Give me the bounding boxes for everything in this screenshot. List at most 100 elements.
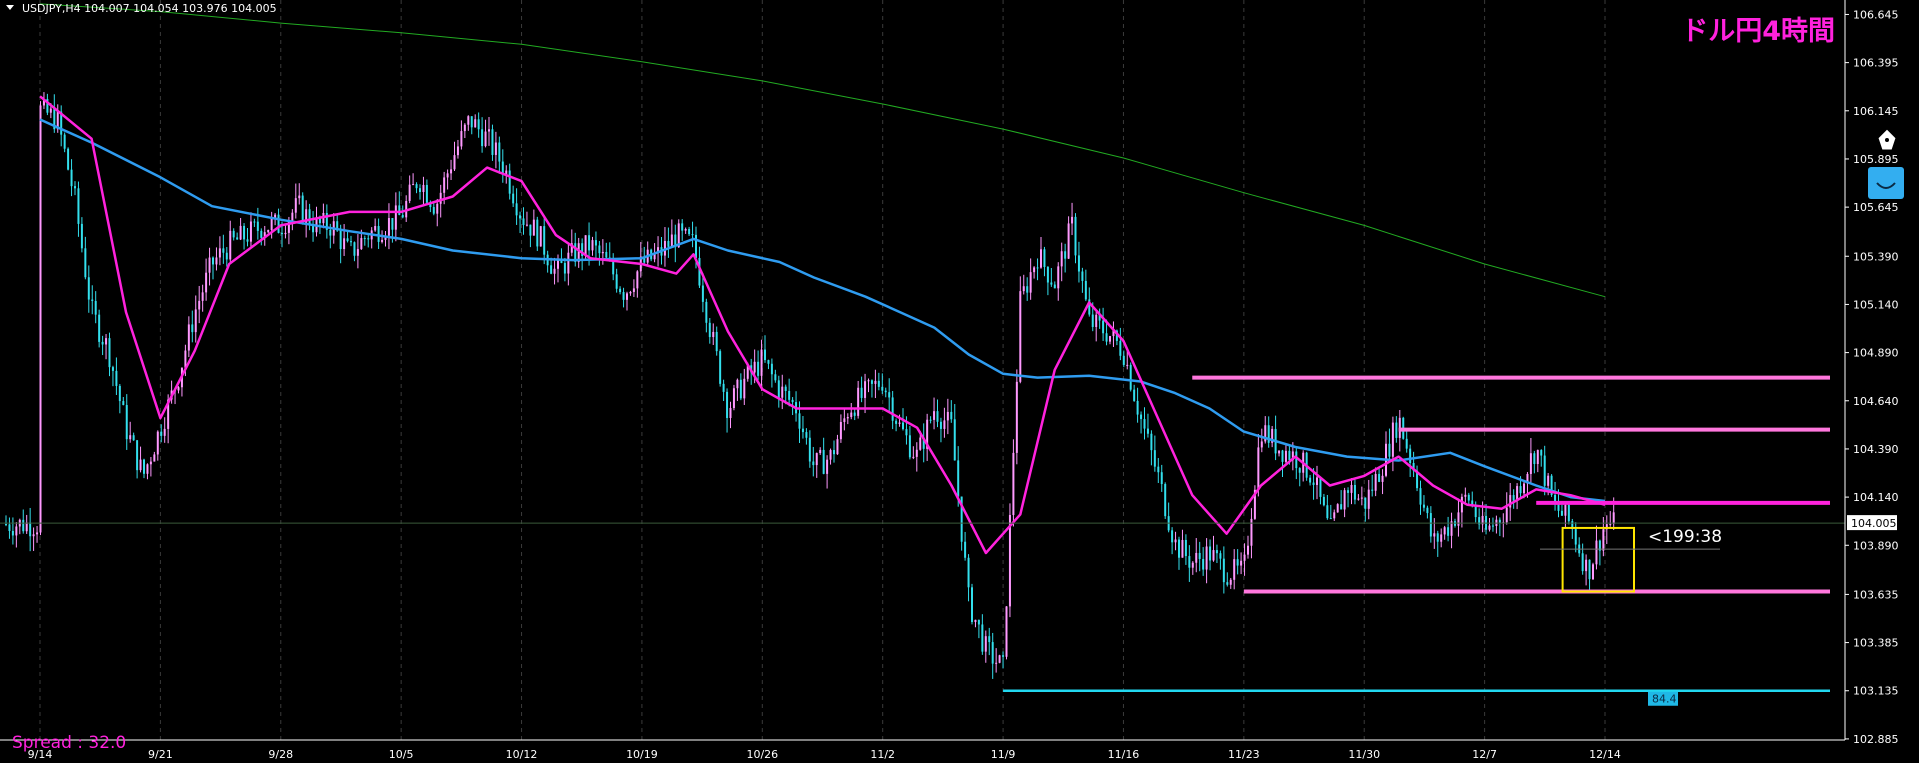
candle-body (1160, 472, 1163, 485)
candle-body (1164, 484, 1167, 517)
candle-body (1592, 564, 1594, 580)
candle-body (1519, 486, 1522, 494)
candle-body (108, 338, 111, 368)
candle-body (77, 188, 80, 224)
candle-body (1312, 482, 1315, 485)
candle-body (387, 218, 390, 236)
candle-body (201, 292, 204, 301)
candle-body (1574, 529, 1577, 545)
candle-body (1326, 505, 1329, 519)
price-tick-label: 104.890 (1853, 347, 1899, 360)
candle-body (1422, 504, 1425, 508)
candle-body (926, 419, 929, 449)
candle-body (1291, 451, 1294, 461)
candle-body (494, 142, 497, 155)
candle-body (1112, 330, 1115, 337)
candle-body (450, 169, 453, 174)
candle-body (1374, 473, 1377, 491)
time-tick-label: 11/9 (991, 748, 1016, 761)
candle-body (1405, 438, 1408, 449)
candle-body (515, 203, 518, 216)
time-tick-label: 10/19 (626, 748, 658, 761)
candle-body (1146, 428, 1149, 434)
candle-body (1488, 525, 1491, 530)
candle-body (636, 271, 639, 289)
candle-body (343, 238, 346, 250)
candle-body (1605, 524, 1608, 530)
candle-body (767, 360, 770, 364)
time-tick-label: 11/23 (1228, 748, 1260, 761)
price-tick-label: 103.635 (1853, 588, 1899, 601)
chevron-down-icon[interactable] (6, 5, 14, 10)
candle-body (1181, 539, 1184, 558)
candle-body (443, 177, 446, 193)
candle-body (477, 119, 480, 130)
price-tick-label: 104.640 (1853, 395, 1899, 408)
candle-body (498, 142, 501, 162)
candle-body (974, 619, 977, 623)
candle-body (550, 265, 553, 274)
symbol-header[interactable]: USDJPY,H4 104.007 104.054 103.976 104.00… (6, 2, 277, 15)
candle-body (115, 370, 118, 386)
candle-body (25, 522, 28, 532)
candle-body (415, 184, 418, 189)
candle-body (291, 212, 294, 221)
candle-body (1071, 216, 1074, 224)
candle-body (1412, 463, 1415, 471)
candle-body (902, 422, 904, 430)
candle-body (1395, 422, 1398, 438)
candle-body (860, 387, 863, 398)
candle-body (929, 419, 932, 421)
candle-body (53, 108, 56, 130)
highlight-box[interactable] (1561, 526, 1635, 593)
candle-body (1547, 475, 1550, 486)
price-tick-label: 103.890 (1853, 539, 1899, 552)
candle-body (829, 450, 832, 460)
candle-body (1581, 553, 1584, 572)
candle-body (1184, 539, 1187, 557)
candle-body (560, 259, 563, 263)
candle-body (995, 662, 998, 664)
candle-body (591, 240, 594, 251)
time-tick-label: 11/2 (870, 748, 895, 761)
candle-body (1533, 453, 1536, 465)
price-tick-label: 105.895 (1853, 153, 1899, 166)
candle-body (298, 195, 301, 199)
candle-body (1119, 340, 1122, 356)
candle-body (877, 380, 880, 387)
candle-body (274, 214, 277, 219)
candle-body (1336, 504, 1339, 513)
candle-body (301, 195, 304, 223)
candle-body (1364, 497, 1367, 509)
candle-body (36, 532, 39, 535)
candle-body (1467, 494, 1470, 501)
candle-body (629, 291, 632, 294)
candle-body (1471, 500, 1474, 506)
candle-body (215, 257, 218, 265)
candle-body (722, 383, 725, 392)
candle-body (1253, 489, 1256, 519)
pen-nib-icon[interactable] (1877, 128, 1897, 151)
candle-body (191, 324, 194, 333)
candle-body (808, 437, 811, 462)
candle-body (70, 169, 73, 187)
candle-body (350, 241, 352, 243)
candle-body (491, 129, 494, 155)
candle-body (653, 253, 656, 260)
candle-body (236, 237, 239, 240)
candle-body (1198, 552, 1201, 559)
candle-body (1491, 525, 1494, 527)
candle-body (1585, 559, 1588, 572)
candle-body (1195, 552, 1198, 563)
ma-slow-line (39, 3, 1606, 298)
candle-body (525, 224, 528, 226)
level-badge (1648, 691, 1678, 706)
candle-body (1043, 249, 1046, 267)
candle-body (698, 257, 701, 286)
horizontal-levels[interactable] (1003, 375, 1830, 692)
time-tick-label: 9/28 (268, 748, 293, 761)
candle-body (1205, 546, 1208, 570)
price-tick-label: 103.135 (1853, 685, 1899, 698)
smile-badge-icon[interactable] (1868, 167, 1904, 199)
